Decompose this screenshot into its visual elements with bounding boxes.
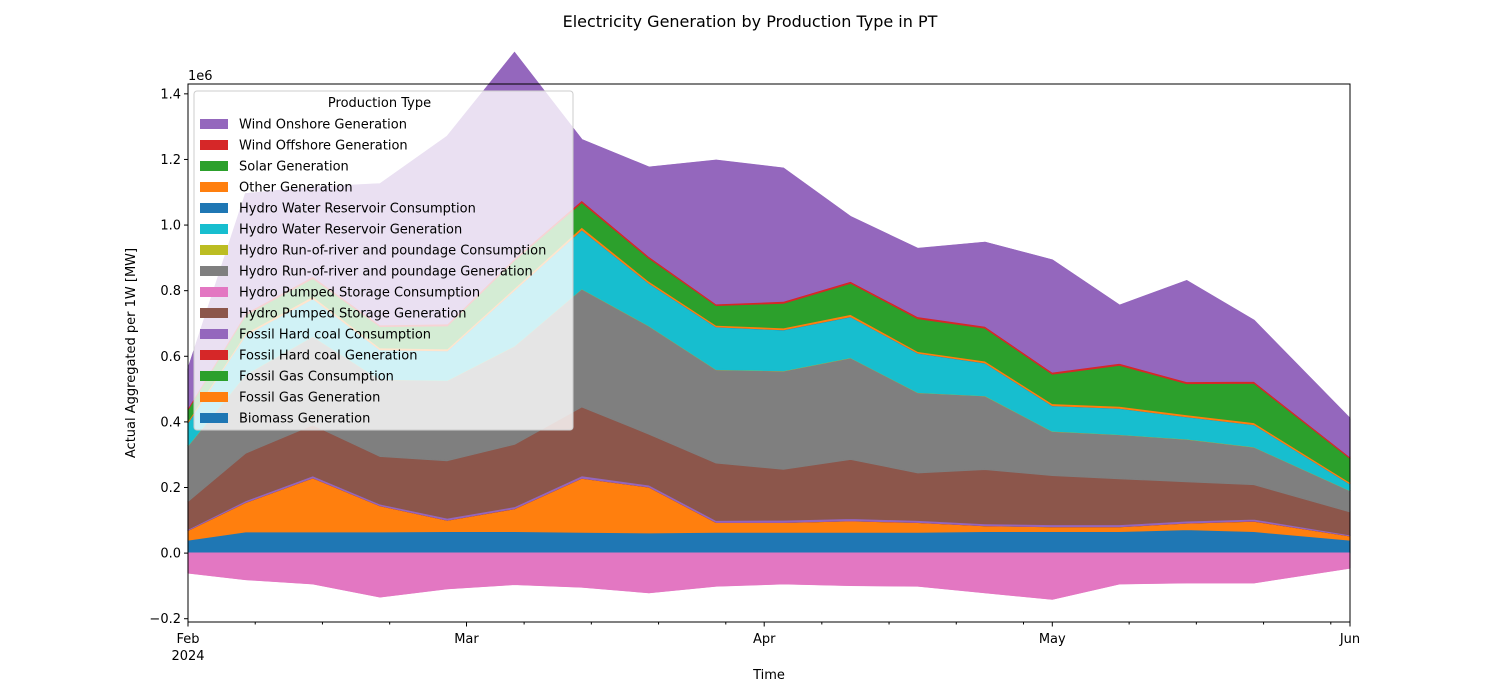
legend-swatch — [200, 392, 228, 402]
legend-swatch — [200, 245, 228, 255]
legend-label: Hydro Pumped Storage Generation — [239, 307, 467, 322]
legend-label: Fossil Hard coal Generation — [239, 349, 417, 364]
legend-swatch — [200, 308, 228, 318]
legend-label: Hydro Run-of-river and poundage Consumpt… — [239, 244, 546, 259]
legend-label: Solar Generation — [239, 160, 349, 175]
area-edge-6 — [187, 567, 1351, 600]
y-tick-label: 0.8 — [160, 284, 181, 299]
legend-swatch — [200, 329, 228, 339]
legend-swatch — [200, 203, 228, 213]
legend-swatch — [200, 119, 228, 129]
y-tick-label: 0.4 — [160, 415, 181, 430]
legend: Production Type Wind Onshore GenerationW… — [193, 90, 574, 431]
y-tick-label: 1.2 — [160, 153, 181, 168]
legend-label: Fossil Gas Generation — [239, 391, 380, 406]
legend-swatch — [200, 161, 228, 171]
legend-label: Wind Onshore Generation — [239, 118, 407, 133]
y-multiplier-label: 1e6 — [188, 69, 213, 84]
x-axis: Feb 2024 Mar Apr May Jun — [171, 622, 1360, 664]
y-axis: −0.2 0.0 0.2 0.4 0.6 0.8 1.0 1.2 1.4 — [149, 87, 188, 627]
legend-label: Hydro Water Reservoir Consumption — [239, 202, 476, 217]
legend-label: Fossil Hard coal Consumption — [239, 328, 431, 343]
legend-label: Biomass Generation — [239, 412, 370, 427]
x-tick-label: Mar — [454, 632, 479, 647]
legend-swatch — [200, 413, 228, 423]
y-tick-label: 1.4 — [160, 87, 181, 102]
legend-items: Wind Onshore Generation Wind Offshore Gen… — [200, 118, 546, 427]
x-tick-label: May — [1039, 632, 1066, 647]
legend-label: Fossil Gas Consumption — [239, 370, 394, 385]
x-tick-sublabel: 2024 — [171, 649, 204, 664]
legend-swatch — [200, 224, 228, 234]
legend-label: Hydro Water Reservoir Generation — [239, 223, 462, 238]
y-tick-label: 0.2 — [160, 481, 181, 496]
y-tick-label: −0.2 — [149, 612, 181, 627]
y-tick-label: 0.0 — [160, 547, 181, 562]
legend-label: Hydro Run-of-river and poundage Generati… — [239, 265, 533, 280]
x-axis-label: Time — [752, 668, 785, 683]
legend-swatch — [200, 140, 228, 150]
chart-title: Electricity Generation by Production Typ… — [563, 12, 938, 31]
legend-label: Hydro Pumped Storage Consumption — [239, 286, 480, 301]
x-tick-label: Feb — [176, 632, 199, 647]
legend-swatch — [200, 371, 228, 381]
y-tick-label: 1.0 — [160, 219, 181, 234]
x-tick-label: Apr — [753, 632, 776, 647]
y-axis-label: Actual Aggregated per 1W [MW] — [124, 248, 139, 458]
legend-swatch — [200, 182, 228, 192]
legend-swatch — [200, 287, 228, 297]
legend-title: Production Type — [328, 96, 431, 111]
legend-label: Other Generation — [239, 181, 353, 196]
legend-label: Wind Offshore Generation — [239, 139, 408, 154]
legend-swatch — [200, 266, 228, 276]
x-tick-label: Jun — [1339, 632, 1360, 647]
legend-box — [193, 90, 574, 431]
y-tick-label: 0.6 — [160, 350, 181, 365]
area-series-0 — [187, 528, 1351, 554]
axes-frame — [187, 83, 1351, 623]
legend-swatch — [200, 350, 228, 360]
